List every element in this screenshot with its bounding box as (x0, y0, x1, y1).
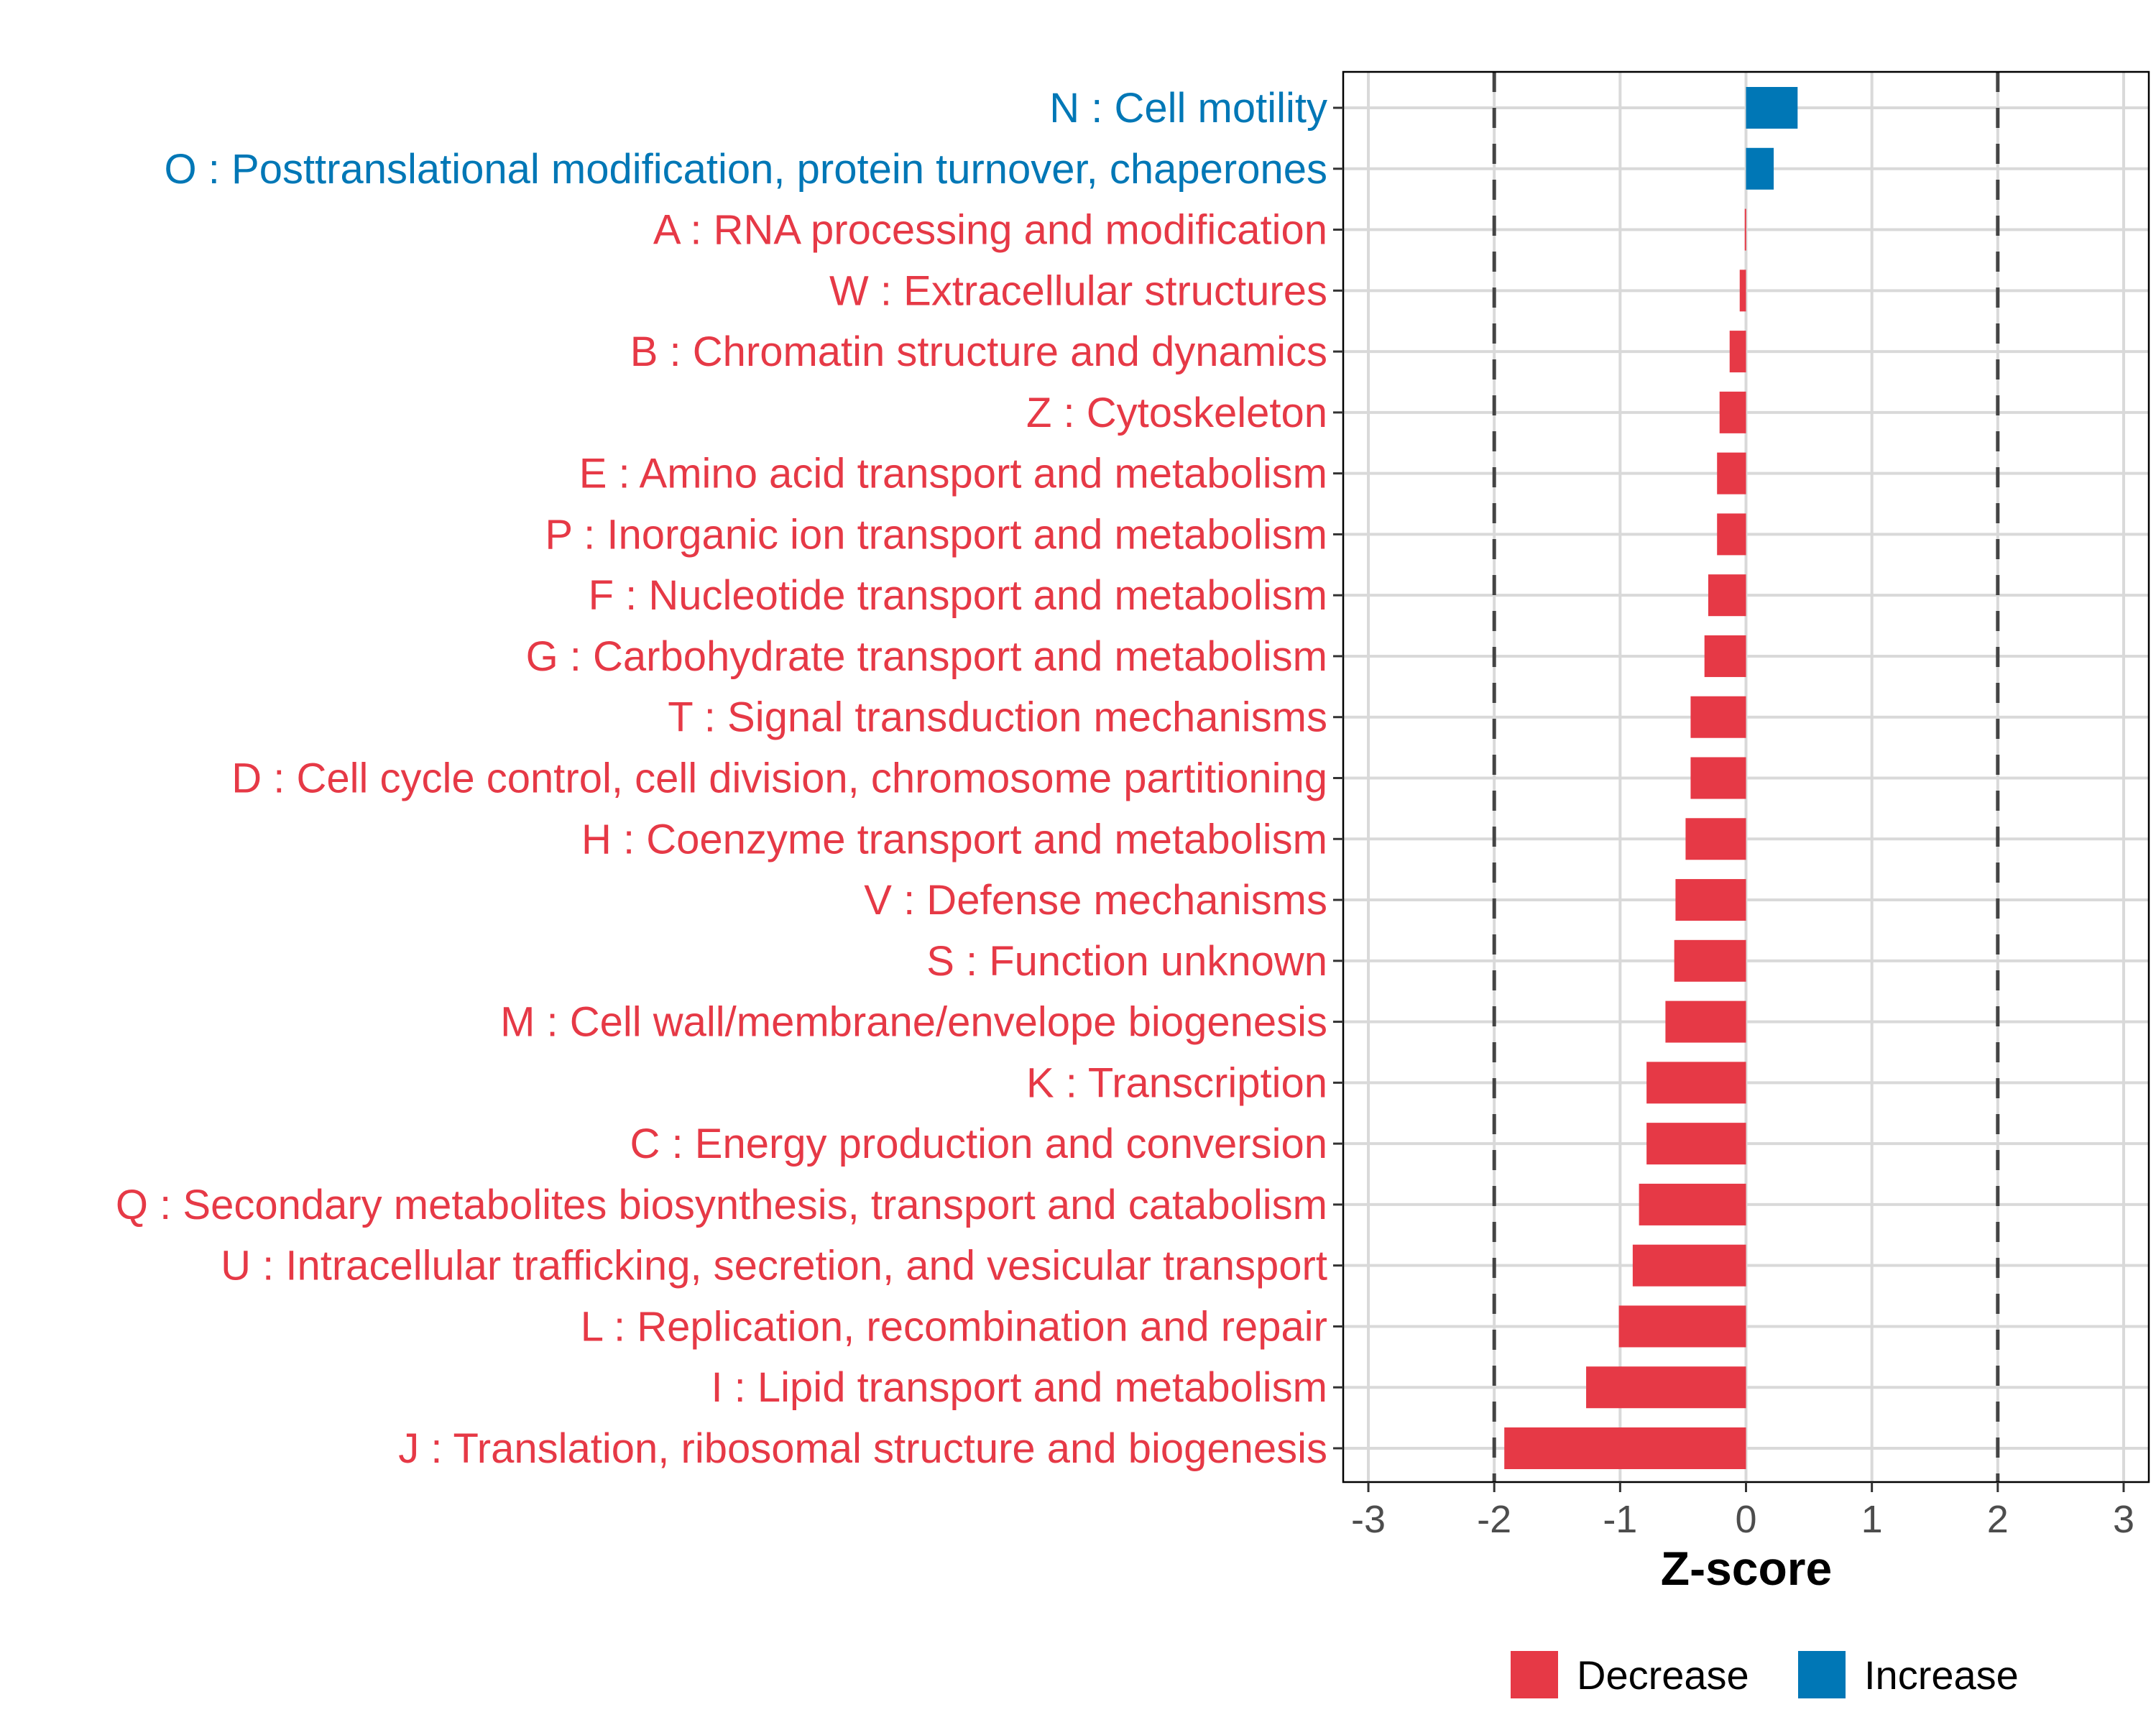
legend-label: Decrease (1577, 1652, 1749, 1698)
bar (1690, 757, 1746, 799)
x-tick-label: 0 (1735, 1498, 1756, 1541)
x-tick-label: 1 (1861, 1498, 1883, 1541)
x-axis-ticks: -3 -2 -1 0 1 2 3 (1351, 1482, 2134, 1541)
category-label: K : Transcription (1026, 1059, 1327, 1106)
category-label: L : Replication, recombination and repai… (581, 1303, 1327, 1350)
category-label: H : Coenzyme transport and metabolism (581, 816, 1327, 862)
category-label: Z : Cytoskeleton (1026, 390, 1327, 436)
category-label: Q : Secondary metabolites biosynthesis, … (116, 1182, 1327, 1228)
legend-swatch (1798, 1651, 1846, 1698)
reference-lines (1492, 72, 2000, 1482)
category-label: J : Translation, ribosomal structure and… (398, 1425, 1327, 1472)
bar (1729, 331, 1746, 373)
category-label: F : Nucleotide transport and metabolism (589, 572, 1327, 619)
bar (1704, 635, 1746, 677)
bar (1665, 1000, 1746, 1043)
category-label: N : Cell motility (1049, 85, 1327, 132)
bar (1717, 452, 1746, 494)
category-label: U : Intracellular trafficking, secretion… (221, 1243, 1327, 1289)
bar (1746, 147, 1774, 190)
bar (1744, 208, 1746, 251)
bar (1719, 391, 1746, 433)
legend: Decrease Increase (1511, 1651, 2019, 1698)
bar (1739, 270, 1746, 312)
bar (1646, 1123, 1746, 1165)
bar (1632, 1244, 1746, 1287)
bar (1675, 879, 1746, 921)
x-tick-label: -1 (1603, 1498, 1637, 1541)
legend-swatch (1511, 1651, 1558, 1698)
category-label: M : Cell wall/membrane/envelope biogenes… (500, 999, 1327, 1046)
category-label: E : Amino acid transport and metabolism (579, 451, 1327, 497)
x-axis-title: Z-score (1661, 1542, 1832, 1595)
category-label: V : Defense mechanisms (864, 877, 1327, 924)
bars (1504, 87, 1798, 1469)
category-label: I : Lipid transport and metabolism (711, 1364, 1327, 1411)
bar (1586, 1366, 1746, 1409)
category-label: G : Carbohydrate transport and metabolis… (526, 633, 1327, 680)
bar (1690, 696, 1746, 738)
x-tick-label: 3 (2113, 1498, 2134, 1541)
bar (1646, 1062, 1746, 1104)
x-tick-label: -3 (1351, 1498, 1386, 1541)
bar (1674, 939, 1746, 982)
category-label: P : Inorganic ion transport and metaboli… (545, 511, 1327, 558)
bar (1708, 574, 1746, 617)
category-labels: N : Cell motility O : Posttranslational m… (116, 85, 1343, 1472)
category-label: W : Extracellular structures (829, 267, 1327, 314)
bar (1618, 1305, 1746, 1348)
bar (1504, 1427, 1746, 1469)
bar (1746, 87, 1798, 129)
legend-label: Increase (1864, 1652, 2019, 1698)
category-label: S : Function unknown (926, 938, 1327, 985)
bar (1639, 1183, 1746, 1225)
x-tick-label: -2 (1477, 1498, 1511, 1541)
category-label: D : Cell cycle control, cell division, c… (231, 755, 1327, 802)
category-label: C : Energy production and conversion (630, 1121, 1327, 1167)
category-label: O : Posttranslational modification, prot… (165, 146, 1327, 193)
bar (1717, 513, 1746, 556)
category-label: T : Signal transduction mechanisms (668, 694, 1327, 741)
category-label: A : RNA processing and modification (653, 207, 1327, 254)
bar (1685, 818, 1746, 860)
x-tick-label: 2 (1987, 1498, 2009, 1541)
category-label: B : Chromatin structure and dynamics (630, 328, 1327, 375)
